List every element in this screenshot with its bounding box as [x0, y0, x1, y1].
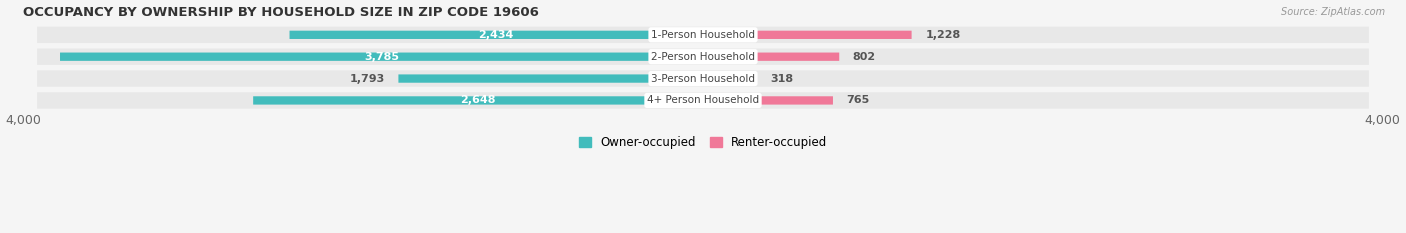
Text: 1,228: 1,228	[925, 30, 960, 40]
Text: 4+ Person Household: 4+ Person Household	[647, 96, 759, 106]
Text: Source: ZipAtlas.com: Source: ZipAtlas.com	[1281, 7, 1385, 17]
Text: OCCUPANCY BY OWNERSHIP BY HOUSEHOLD SIZE IN ZIP CODE 19606: OCCUPANCY BY OWNERSHIP BY HOUSEHOLD SIZE…	[24, 6, 540, 19]
FancyBboxPatch shape	[703, 31, 911, 39]
FancyBboxPatch shape	[37, 48, 1369, 65]
FancyBboxPatch shape	[290, 31, 703, 39]
FancyBboxPatch shape	[703, 52, 839, 61]
FancyBboxPatch shape	[398, 74, 703, 83]
FancyBboxPatch shape	[253, 96, 703, 105]
Text: 1,793: 1,793	[350, 74, 385, 84]
Text: 1-Person Household: 1-Person Household	[651, 30, 755, 40]
FancyBboxPatch shape	[60, 52, 703, 61]
Text: 2,434: 2,434	[478, 30, 515, 40]
Text: 765: 765	[846, 96, 870, 106]
Text: 2,648: 2,648	[460, 96, 496, 106]
Text: 2-Person Household: 2-Person Household	[651, 52, 755, 62]
Text: 3-Person Household: 3-Person Household	[651, 74, 755, 84]
FancyBboxPatch shape	[37, 92, 1369, 109]
Text: 3,785: 3,785	[364, 52, 399, 62]
Text: 802: 802	[853, 52, 876, 62]
FancyBboxPatch shape	[703, 96, 832, 105]
FancyBboxPatch shape	[37, 27, 1369, 43]
Text: 318: 318	[770, 74, 794, 84]
FancyBboxPatch shape	[703, 74, 756, 83]
Legend: Owner-occupied, Renter-occupied: Owner-occupied, Renter-occupied	[574, 131, 832, 154]
FancyBboxPatch shape	[37, 70, 1369, 87]
